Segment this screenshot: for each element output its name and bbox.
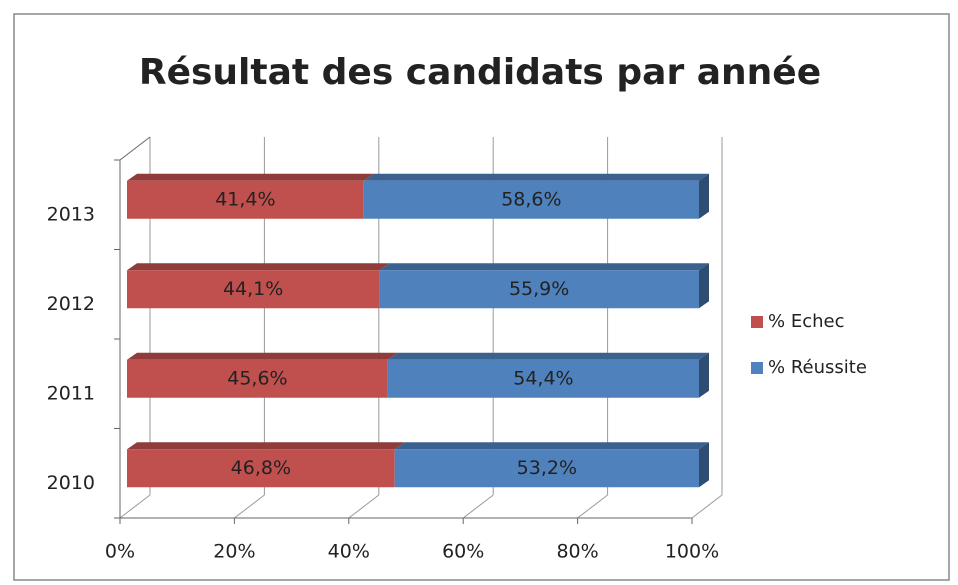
data-label: 53,2% [517,457,577,479]
floor-line [577,494,608,519]
legend-label: % Réussite [768,357,867,378]
floor-line [462,494,494,519]
bar-top [363,173,709,181]
bar [387,359,699,398]
y-tick-label: 2010 [47,472,95,494]
bar [363,180,699,219]
bar-side [699,173,709,219]
chart-title: Résultat des candidats par année [139,52,821,93]
floor-line [691,494,723,519]
bar-top [127,173,374,181]
x-tick-label: 40% [328,541,370,563]
data-label: 41,4% [215,188,275,210]
bar-side [699,352,709,398]
floor-line [119,494,151,519]
bar-top [127,263,390,271]
bar-side [699,442,709,488]
x-tick-label: 20% [213,541,255,563]
bar-side [699,263,709,309]
data-label: 58,6% [501,188,561,210]
y-tick-label: 2011 [47,382,95,404]
bar-top [127,442,405,450]
bar [379,270,699,309]
y-tick-label: 2013 [47,203,95,225]
x-tick-label: 80% [556,541,598,563]
data-label: 54,4% [513,367,573,389]
bar-top [387,352,709,360]
x-tick-label: 60% [442,541,484,563]
bar-top [379,263,709,271]
bar [127,270,380,309]
floor-line [234,494,265,519]
bar-top [127,352,398,360]
legend-swatch [751,316,763,328]
legend-swatch [751,362,763,374]
floor-line [348,494,380,519]
legend-label: % Echec [768,311,844,332]
y-axis-depth [119,136,151,161]
bar [127,359,388,398]
x-tick-label: 100% [665,541,719,563]
bar-top [394,442,709,450]
bar [127,180,364,219]
data-label: 55,9% [509,278,569,300]
bar [394,449,699,488]
data-label: 45,6% [227,367,287,389]
x-tick-label: 0% [105,541,135,563]
bar [127,449,395,488]
y-tick-label: 2012 [47,293,95,315]
data-label: 44,1% [223,278,283,300]
data-label: 46,8% [231,457,291,479]
